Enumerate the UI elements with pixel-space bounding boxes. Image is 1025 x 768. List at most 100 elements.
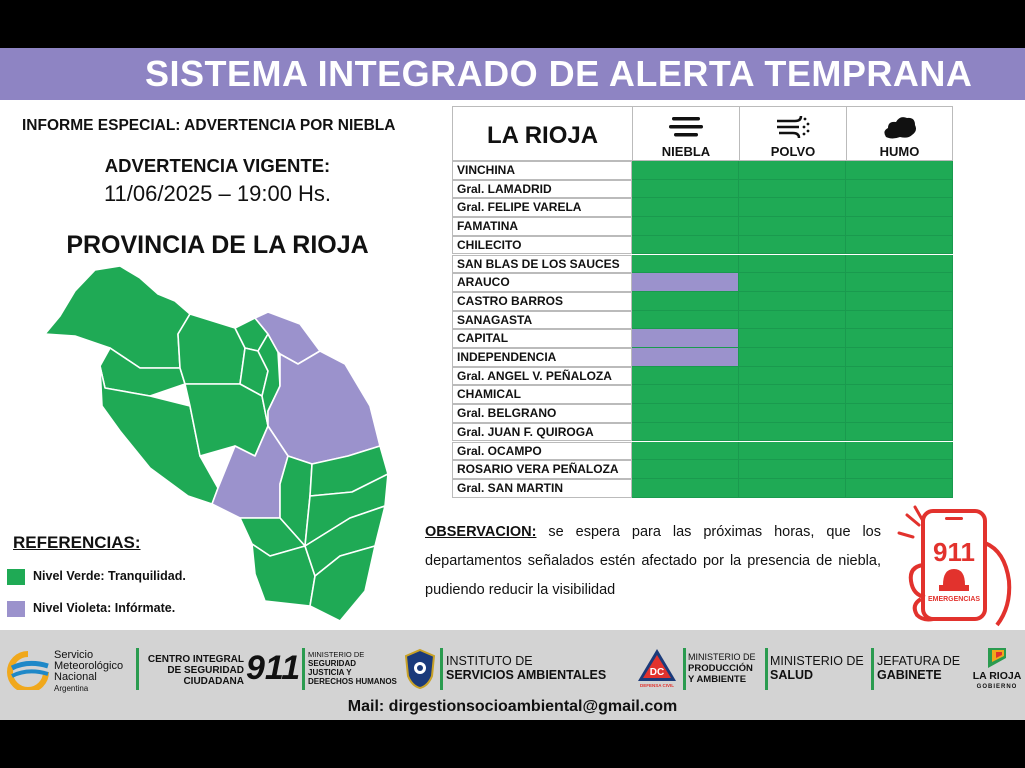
- divider: [440, 648, 443, 690]
- centro-911-logo: 911: [246, 649, 301, 687]
- alert-level-cell: [739, 366, 846, 386]
- alert-level-cell: [632, 291, 739, 311]
- alert-level-cell: [739, 273, 846, 292]
- alert-level-cell: [846, 422, 953, 442]
- alert-level-cell: [846, 329, 953, 348]
- alert-level-cell: [739, 310, 846, 330]
- alert-level-cell: [739, 348, 846, 367]
- alert-level-cell: [739, 291, 846, 311]
- alert-level-cell: [846, 254, 953, 274]
- table-row: CHILECITO: [452, 235, 953, 255]
- alert-level-cell: [846, 291, 953, 311]
- table-row: Gral. FELIPE VARELA: [452, 198, 953, 218]
- min-seg-line-3: JUSTICIA Y: [308, 668, 352, 677]
- column-label-niebla: NIEBLA: [661, 144, 711, 159]
- department-name: Gral. JUAN F. QUIROGA: [452, 422, 632, 442]
- alert-level-cell: [739, 422, 846, 442]
- table-row: Gral. ANGEL V. PEÑALOZA: [452, 366, 953, 386]
- table-row: Gral. JUAN F. QUIROGA: [452, 422, 953, 442]
- table-row: CHAMICAL: [452, 385, 953, 405]
- column-label-humo: HUMO: [879, 144, 920, 159]
- alert-level-cell: [739, 329, 846, 348]
- centro-line-3: CIUDADANA: [183, 676, 244, 687]
- alert-level-cell: [846, 179, 953, 199]
- emergency-phone-icon: 911 EMERGENCIAS: [897, 505, 1012, 627]
- min-prod-line-3: Y AMBIENTE: [688, 674, 747, 685]
- dust-wind-icon: [777, 115, 810, 139]
- table-row: CAPITAL: [452, 329, 953, 348]
- table-row: FAMATINA: [452, 217, 953, 236]
- table-row: Gral. BELGRANO: [452, 404, 953, 423]
- alert-level-cell: [846, 310, 953, 330]
- alert-level-cell: [846, 217, 953, 236]
- table-row: Gral. LAMADRID: [452, 179, 953, 199]
- department-name: CASTRO BARROS: [452, 291, 632, 311]
- alert-level-cell: [846, 385, 953, 405]
- alert-level-cell: [846, 348, 953, 367]
- alert-level-cell: [739, 235, 846, 255]
- department-name: SANAGASTA: [452, 310, 632, 330]
- table-row: VINCHINA: [452, 161, 953, 180]
- smoke-icon: [883, 117, 916, 139]
- min-salud-line-2: SALUD: [770, 668, 814, 682]
- emergency-caption: EMERGENCIAS: [928, 596, 980, 603]
- min-seg-line-1: MINISTERIO DE: [308, 650, 365, 659]
- reference-violet-label: Nivel Violeta: Infórmate.: [33, 601, 176, 615]
- advisory-datetime: 11/06/2025 – 19:00 Hs.: [103, 181, 332, 206]
- alert-level-cell: [632, 254, 739, 274]
- alert-level-cell: [632, 478, 739, 498]
- alert-level-cell: [739, 460, 846, 479]
- alert-level-cell: [739, 161, 846, 180]
- reference-green-label: Nivel Verde: Tranquilidad.: [33, 569, 186, 583]
- alert-level-cell: [846, 460, 953, 479]
- smn-line-3: Nacional: [54, 671, 97, 683]
- centro-line-2: DE SEGURIDAD: [167, 665, 244, 676]
- min-seg-line-4: DERECHOS HUMANOS: [308, 677, 397, 686]
- alert-level-cell: [632, 161, 739, 180]
- table-row: ARAUCO: [452, 273, 953, 292]
- alert-level-cell: [739, 441, 846, 461]
- smn-line-1: Servicio: [54, 649, 94, 661]
- table-row: ROSARIO VERA PEÑALOZA: [452, 460, 953, 479]
- observation-text: OBSERVACION: se espera para las próximas…: [425, 518, 881, 605]
- region-header-cell: LA RIOJA: [452, 106, 633, 161]
- gobierno-line-2: GOBIERNO: [976, 684, 1018, 690]
- alert-level-cell: [846, 478, 953, 498]
- min-prod-line-2: PRODUCCIÓN: [688, 663, 753, 674]
- department-name: ROSARIO VERA PEÑALOZA: [452, 460, 632, 479]
- alert-level-cell: [632, 273, 739, 292]
- advisory-label: ADVERTENCIA VIGENTE:: [104, 155, 331, 176]
- department-name: Gral. LAMADRID: [452, 179, 632, 199]
- alert-bulletin: SISTEMA INTEGRADO DE ALERTA TEMPRANA INF…: [0, 48, 1025, 720]
- instituto-line-2: SERVICIOS AMBIENTALES: [446, 668, 607, 682]
- map-region-capital: [267, 350, 381, 465]
- alert-level-cell: [632, 217, 739, 236]
- divider: [765, 648, 768, 690]
- jefatura-line-1: JEFATURA DE: [877, 654, 961, 668]
- department-name: Gral. FELIPE VARELA: [452, 198, 632, 218]
- fog-icon: [669, 117, 703, 137]
- map-region-rosario: [251, 543, 316, 607]
- report-subtitle: INFORME ESPECIAL: ADVERTENCIA POR NIEBLA: [22, 117, 396, 134]
- department-name: VINCHINA: [452, 161, 632, 180]
- footer: Servicio Meteorológico Nacional Argentin…: [0, 630, 1025, 720]
- gobierno-line-1: LA RIOJA: [972, 670, 1022, 682]
- table-row: INDEPENDENCIA: [452, 348, 953, 367]
- department-name: ARAUCO: [452, 273, 632, 292]
- department-name: FAMATINA: [452, 217, 632, 236]
- defensa-civil-icon: DC DEFENSA CIVIL: [638, 649, 676, 688]
- table-row: Gral. SAN MARTIN: [452, 478, 953, 498]
- jefatura-line-2: GABINETE: [877, 668, 942, 682]
- department-name: INDEPENDENCIA: [452, 348, 632, 367]
- province-map: [44, 265, 389, 622]
- alert-level-cell: [846, 441, 953, 461]
- map-region-san-martin: [309, 545, 376, 622]
- table-header: LA RIOJA NIEBLA POLVO: [452, 106, 953, 161]
- alert-level-cell: [632, 179, 739, 199]
- department-name: CAPITAL: [452, 329, 632, 348]
- alert-level-cell: [632, 404, 739, 423]
- alert-level-cell: [739, 254, 846, 274]
- alert-level-cell: [632, 441, 739, 461]
- la-rioja-flag-icon: [988, 648, 1006, 668]
- divider: [683, 648, 686, 690]
